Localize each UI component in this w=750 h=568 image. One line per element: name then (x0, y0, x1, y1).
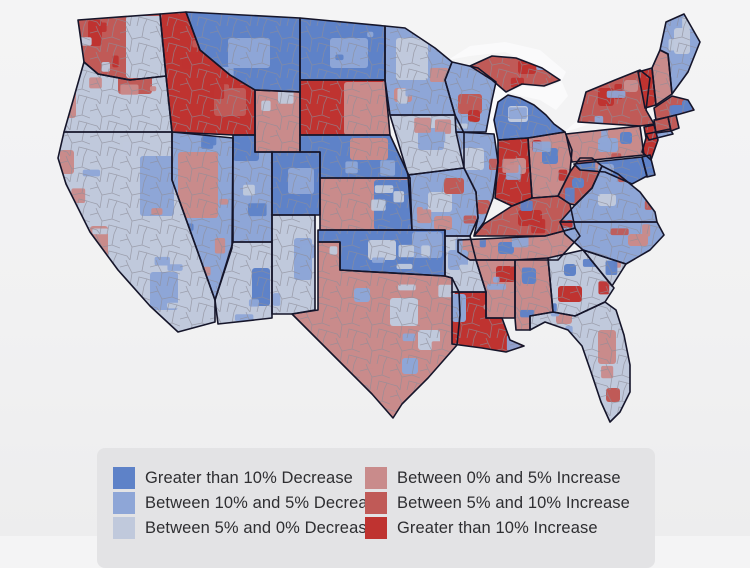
county-blob (431, 375, 446, 389)
legend-swatch-b5_10inc (365, 492, 387, 514)
legend-column-1: Greater than 10% Decrease Between 10% and… (113, 467, 385, 568)
legend-swatch-gt10dec (113, 467, 135, 489)
legend-swatch-gt10inc (365, 517, 387, 539)
legend: Greater than 10% Decrease Between 10% and… (97, 448, 655, 568)
lake-huron (508, 82, 568, 110)
legend-label: Between 10% and 5% Decrease (145, 493, 386, 512)
legend-swatch-b5_0dec (113, 517, 135, 539)
legend-swatch-b10_5dec (113, 492, 135, 514)
state-ND-county-lines (300, 18, 385, 80)
state-MO-county-lines (408, 168, 478, 236)
legend-label: Between 5% and 10% Increase (397, 493, 630, 512)
state-CO-county-lines (272, 152, 320, 215)
county-blob (550, 354, 558, 370)
county-blob (114, 279, 126, 290)
county-blob (62, 304, 76, 317)
legend-item: Greater than 10% Increase (365, 517, 630, 539)
county-blob (509, 329, 516, 340)
state-NM-county-lines (272, 215, 315, 314)
county-blob (65, 83, 78, 90)
legend-item: Between 5% and 10% Increase (365, 492, 630, 514)
legend-item: Greater than 10% Decrease (113, 467, 365, 489)
us-choropleth-map (57, 11, 701, 423)
state-SD-county-lines (300, 80, 390, 135)
county-blob (534, 408, 542, 420)
legend-label: Between 0% and 5% Increase (397, 468, 621, 487)
legend-column-2: Between 0% and 5% Increase Between 5% and… (365, 467, 630, 568)
county-blob (561, 354, 572, 364)
legend-item: Between 5% and 0% Decrease (113, 517, 376, 539)
legend-swatch-b0_5inc (365, 467, 387, 489)
state-IN-county-lines (495, 138, 532, 206)
legend-item: Between 10% and 5% Decrease (113, 492, 385, 514)
county-blob (541, 369, 557, 382)
legend-label: Greater than 10% Increase (397, 518, 598, 537)
state-WY-county-lines (255, 90, 300, 152)
state-MN-county-lines (385, 26, 455, 115)
state-KS-county-lines (320, 178, 412, 230)
legend-item: Between 0% and 5% Increase (365, 467, 630, 489)
legend-label: Greater than 10% Decrease (145, 468, 353, 487)
state-FL-county-lines (530, 302, 630, 422)
legend-label: Between 5% and 0% Decrease (145, 518, 376, 537)
lake-superior (448, 42, 566, 84)
